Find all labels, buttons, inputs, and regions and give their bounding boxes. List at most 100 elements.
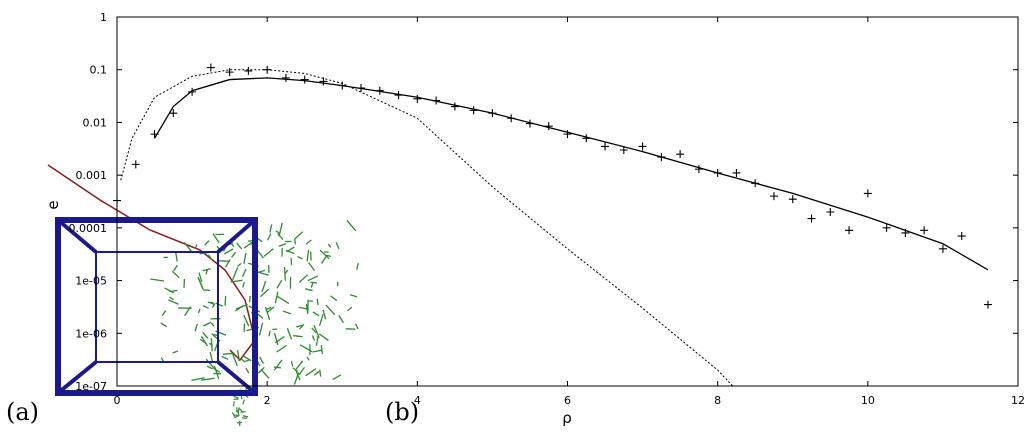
branch bbox=[228, 242, 234, 246]
branch bbox=[203, 321, 212, 327]
branch bbox=[232, 353, 238, 367]
branch bbox=[311, 335, 316, 341]
branch bbox=[174, 251, 178, 262]
branch bbox=[305, 368, 317, 377]
branch bbox=[307, 275, 319, 282]
branch bbox=[168, 299, 179, 305]
branch bbox=[198, 272, 203, 282]
branch bbox=[232, 401, 235, 407]
branch bbox=[257, 313, 264, 319]
branch bbox=[325, 304, 336, 316]
branch bbox=[235, 305, 244, 312]
branch bbox=[338, 314, 344, 324]
branch bbox=[319, 369, 322, 377]
branch bbox=[223, 248, 234, 255]
marker bbox=[638, 142, 647, 151]
branch bbox=[332, 374, 342, 381]
branch bbox=[330, 295, 338, 302]
x-tick-label: 10 bbox=[861, 394, 875, 407]
branch bbox=[237, 407, 240, 413]
branch bbox=[161, 310, 167, 317]
branch bbox=[295, 360, 304, 370]
branch bbox=[354, 323, 359, 330]
branch bbox=[248, 295, 251, 303]
x-tick-label: 6 bbox=[564, 394, 571, 407]
branch bbox=[319, 249, 330, 260]
marker bbox=[244, 66, 253, 75]
branch bbox=[204, 240, 210, 246]
branch bbox=[325, 254, 331, 258]
branch bbox=[294, 231, 304, 240]
branch bbox=[241, 268, 247, 278]
branch bbox=[306, 356, 310, 361]
y-tick-label: 0.1 bbox=[90, 64, 108, 77]
marker bbox=[188, 87, 197, 96]
branch bbox=[183, 242, 192, 252]
branch bbox=[313, 370, 320, 376]
branch bbox=[306, 249, 310, 262]
branch bbox=[243, 252, 247, 264]
branch bbox=[234, 414, 240, 417]
marker bbox=[983, 300, 992, 309]
branch bbox=[150, 278, 165, 282]
branch bbox=[202, 268, 211, 272]
y-tick-label: 0.001 bbox=[76, 169, 108, 182]
x-tick-label: 2 bbox=[264, 394, 271, 407]
branch bbox=[237, 262, 242, 267]
branch bbox=[184, 306, 192, 317]
marker bbox=[300, 75, 309, 84]
branch bbox=[283, 267, 286, 281]
branch bbox=[211, 302, 216, 308]
x-tick-label: 12 bbox=[1011, 394, 1025, 407]
tree-illustration bbox=[47, 164, 359, 427]
branch bbox=[232, 267, 239, 280]
branch bbox=[264, 306, 271, 321]
x-tick-label: 0 bbox=[114, 394, 121, 407]
branch bbox=[236, 350, 240, 362]
marker bbox=[826, 207, 835, 216]
branch bbox=[313, 325, 320, 339]
branch bbox=[347, 306, 353, 312]
marker bbox=[131, 160, 140, 169]
branch bbox=[197, 276, 204, 289]
branch bbox=[275, 230, 281, 235]
y-axis-label: e bbox=[44, 200, 62, 209]
branch bbox=[213, 365, 220, 379]
box-edge bbox=[56, 360, 98, 395]
marker bbox=[845, 226, 854, 235]
box-edge bbox=[216, 360, 257, 395]
branch bbox=[240, 358, 246, 363]
branch bbox=[290, 360, 294, 367]
branch bbox=[222, 352, 235, 355]
branch bbox=[318, 333, 329, 341]
branch bbox=[240, 411, 246, 413]
branch bbox=[294, 238, 296, 245]
branch bbox=[327, 243, 332, 248]
marker bbox=[694, 165, 703, 174]
branch bbox=[277, 233, 284, 240]
branch bbox=[202, 332, 209, 339]
box-front bbox=[55, 217, 258, 396]
branches bbox=[150, 219, 359, 427]
branch bbox=[278, 243, 287, 247]
branch bbox=[242, 399, 245, 405]
marker bbox=[225, 68, 234, 77]
branch bbox=[356, 262, 359, 270]
branch bbox=[273, 332, 279, 346]
branch bbox=[298, 367, 305, 376]
x-axis-label: ρ bbox=[562, 409, 572, 427]
branch bbox=[315, 336, 319, 346]
marker bbox=[882, 223, 891, 232]
box-edge bbox=[216, 218, 257, 254]
branch bbox=[197, 308, 201, 314]
y-tick-label: 1e-05 bbox=[75, 275, 107, 288]
marker bbox=[601, 142, 610, 151]
branch bbox=[200, 336, 208, 347]
marker bbox=[206, 63, 215, 72]
branch bbox=[316, 298, 319, 306]
branch bbox=[221, 355, 229, 360]
branch bbox=[224, 295, 227, 306]
branch bbox=[282, 310, 292, 315]
branch bbox=[172, 350, 179, 354]
